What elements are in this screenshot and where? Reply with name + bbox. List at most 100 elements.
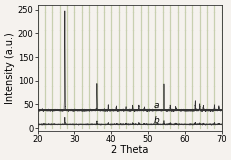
Point — [160, 102, 164, 105]
Point — [168, 42, 171, 44]
Point — [131, 43, 135, 45]
Point — [72, 20, 76, 22]
Point — [146, 91, 149, 93]
Point — [153, 82, 157, 85]
Point — [36, 45, 39, 48]
Point — [65, 83, 69, 86]
Point — [131, 94, 135, 96]
Point — [87, 9, 91, 12]
Point — [175, 4, 179, 7]
Point — [109, 77, 113, 79]
Point — [168, 94, 171, 96]
Point — [109, 120, 113, 123]
Point — [138, 82, 142, 85]
Point — [146, 49, 149, 52]
Point — [175, 66, 179, 69]
Point — [212, 16, 215, 18]
Point — [58, 4, 61, 7]
Point — [204, 99, 208, 102]
Point — [168, 106, 171, 109]
Point — [87, 111, 91, 113]
Point — [168, 57, 171, 59]
Point — [168, 72, 171, 74]
Point — [65, 69, 69, 72]
Point — [72, 121, 76, 124]
Point — [219, 78, 223, 80]
Point — [116, 54, 120, 56]
Point — [36, 32, 39, 35]
Point — [87, 58, 91, 60]
Point — [204, 45, 208, 48]
Point — [131, 105, 135, 108]
Point — [102, 65, 105, 68]
Point — [160, 51, 164, 54]
Point — [124, 50, 127, 53]
Point — [124, 44, 127, 47]
Point — [65, 126, 69, 128]
Point — [109, 116, 113, 118]
Point — [204, 36, 208, 38]
Point — [182, 110, 186, 112]
Point — [219, 82, 223, 85]
Point — [160, 122, 164, 125]
Point — [146, 102, 149, 105]
Point — [219, 90, 223, 92]
Point — [197, 21, 201, 23]
Point — [50, 115, 54, 117]
Point — [102, 32, 105, 35]
Point — [138, 60, 142, 62]
Point — [50, 116, 54, 119]
Point — [109, 94, 113, 96]
Point — [109, 82, 113, 85]
Point — [197, 78, 201, 80]
Point — [109, 83, 113, 86]
Point — [80, 82, 83, 85]
Point — [50, 64, 54, 67]
Point — [87, 6, 91, 9]
Point — [72, 54, 76, 56]
Point — [36, 61, 39, 64]
Point — [43, 57, 47, 59]
Point — [50, 55, 54, 57]
Point — [43, 51, 47, 54]
Point — [50, 96, 54, 98]
Point — [43, 94, 47, 96]
Point — [109, 115, 113, 117]
Point — [146, 66, 149, 69]
Point — [182, 109, 186, 112]
Point — [87, 25, 91, 28]
Point — [87, 80, 91, 83]
Point — [190, 70, 193, 73]
Point — [138, 66, 142, 69]
Point — [109, 87, 113, 90]
Point — [36, 16, 39, 18]
Point — [102, 44, 105, 47]
Point — [190, 40, 193, 42]
Point — [124, 12, 127, 15]
Point — [58, 110, 61, 112]
Point — [80, 10, 83, 13]
Point — [87, 90, 91, 92]
Point — [109, 56, 113, 58]
Point — [58, 100, 61, 103]
Point — [219, 21, 223, 23]
Point — [219, 28, 223, 31]
Point — [219, 60, 223, 63]
Point — [72, 114, 76, 116]
Point — [175, 92, 179, 94]
Point — [175, 30, 179, 33]
Point — [50, 127, 54, 129]
Point — [36, 71, 39, 73]
Point — [43, 113, 47, 115]
Point — [65, 98, 69, 101]
Point — [50, 34, 54, 36]
Point — [58, 106, 61, 109]
Point — [153, 42, 157, 44]
Point — [212, 70, 215, 73]
Point — [197, 41, 201, 43]
Point — [204, 4, 208, 7]
Point — [72, 104, 76, 107]
Point — [124, 24, 127, 27]
Point — [94, 89, 98, 92]
Point — [182, 88, 186, 91]
